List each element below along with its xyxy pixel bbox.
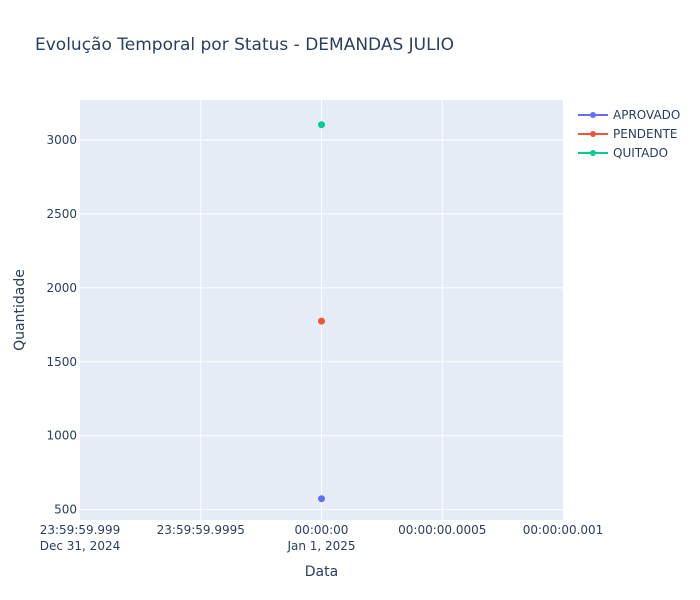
x-tick-date-label: Dec 31, 2024 [40, 539, 120, 553]
legend-item-aprovado[interactable]: APROVADO [578, 108, 680, 122]
y-tick-label: 3000 [46, 133, 77, 147]
point-aprovado [318, 495, 325, 503]
x-gridlines [200, 100, 443, 520]
legend-marker [590, 131, 596, 137]
x-axis-ticks: 23:59:59.999 Dec 31, 2024 23:59:59.9995 00:… [40, 523, 604, 553]
y-axis-ticks: 500 1000 1500 2000 2500 3000 [46, 133, 77, 517]
data-points [318, 121, 325, 503]
y-tick-label: 1500 [46, 355, 77, 369]
point-pendente [318, 317, 325, 325]
legend-label: APROVADO [613, 108, 680, 122]
y-tick-label: 2000 [46, 281, 77, 295]
y-tick-label: 500 [54, 503, 77, 517]
legend: APROVADO PENDENTE QUITADO [578, 108, 680, 160]
x-tick-label: 23:59:59.999 [40, 523, 121, 537]
legend-label: QUITADO [613, 146, 668, 160]
point-quitado [318, 121, 325, 129]
x-axis-title: Data [305, 564, 338, 580]
x-tick-label: 00:00:00.0005 [398, 523, 486, 537]
legend-item-quitado[interactable]: QUITADO [578, 146, 668, 160]
legend-marker [590, 150, 596, 156]
chart-title: Evolução Temporal por Status - DEMANDAS … [35, 35, 454, 55]
x-tick-date-label: Jan 1, 2025 [286, 539, 355, 553]
y-tick-label: 2500 [46, 207, 77, 221]
y-axis-title: Quantidade [12, 269, 28, 351]
legend-label: PENDENTE [613, 127, 678, 141]
legend-item-pendente[interactable]: PENDENTE [578, 127, 678, 141]
x-tick-label: 23:59:59.9995 [157, 523, 245, 537]
x-tick-label: 00:00:00.001 [523, 523, 604, 537]
x-tick-label: 00:00:00 [295, 523, 349, 537]
y-tick-label: 1000 [46, 429, 77, 443]
legend-marker [590, 112, 596, 118]
